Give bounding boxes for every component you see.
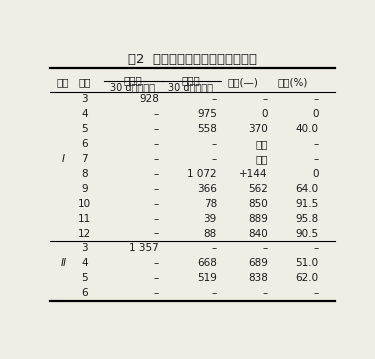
Text: –: –	[153, 229, 159, 238]
Text: 0: 0	[312, 109, 319, 119]
Text: –: –	[314, 139, 319, 149]
Text: 519: 519	[197, 273, 217, 283]
Text: 10: 10	[78, 199, 91, 209]
Text: 设灯后: 设灯后	[182, 75, 200, 85]
Text: –: –	[314, 288, 319, 298]
Text: 558: 558	[197, 124, 217, 134]
Text: +144: +144	[239, 169, 268, 179]
Text: 12: 12	[78, 229, 91, 238]
Text: 3: 3	[81, 243, 88, 253]
Text: 850: 850	[248, 199, 268, 209]
Text: 下降(%): 下降(%)	[277, 78, 308, 88]
Text: 975: 975	[197, 109, 217, 119]
Text: –: –	[211, 139, 217, 149]
Text: 40.0: 40.0	[296, 124, 319, 134]
Text: –: –	[262, 243, 268, 253]
Text: 设灯前: 设灯前	[123, 75, 142, 85]
Text: –: –	[153, 273, 159, 283]
Text: –: –	[153, 214, 159, 224]
Text: –: –	[153, 199, 159, 209]
Text: 月份: 月份	[78, 78, 91, 88]
Text: –: –	[211, 243, 217, 253]
Text: 88: 88	[204, 229, 217, 238]
Text: 0: 0	[312, 169, 319, 179]
Text: –: –	[314, 154, 319, 164]
Text: 表2  黑光灯诱杀成虫对比试验调查: 表2 黑光灯诱杀成虫对比试验调查	[128, 53, 256, 66]
Text: –: –	[153, 154, 159, 164]
Text: 6: 6	[81, 288, 88, 298]
Text: 4: 4	[81, 109, 88, 119]
Text: 1 357: 1 357	[129, 243, 159, 253]
Text: 62.0: 62.0	[296, 273, 319, 283]
Text: Ⅱ: Ⅱ	[60, 258, 65, 269]
Text: 8: 8	[81, 169, 88, 179]
Text: –: –	[153, 169, 159, 179]
Text: –: –	[211, 154, 217, 164]
Text: 1 072: 1 072	[187, 169, 217, 179]
Text: 7: 7	[81, 154, 88, 164]
Text: 668: 668	[197, 258, 217, 269]
Text: –: –	[153, 258, 159, 269]
Text: 4: 4	[81, 258, 88, 269]
Text: 39: 39	[204, 214, 217, 224]
Text: 366: 366	[197, 184, 217, 194]
Text: –: –	[153, 109, 159, 119]
Text: –: –	[153, 184, 159, 194]
Text: 51.0: 51.0	[296, 258, 319, 269]
Text: –: –	[262, 94, 268, 104]
Text: 95.8: 95.8	[296, 214, 319, 224]
Text: 928: 928	[139, 94, 159, 104]
Text: 停灯: 停灯	[255, 154, 268, 164]
Text: 838: 838	[248, 273, 268, 283]
Text: 重复: 重复	[57, 78, 69, 88]
Text: 5: 5	[81, 124, 88, 134]
Text: 6: 6	[81, 139, 88, 149]
Text: Ⅰ: Ⅰ	[62, 154, 64, 164]
Text: –: –	[314, 243, 319, 253]
Text: –: –	[211, 288, 217, 298]
Text: 889: 889	[248, 214, 268, 224]
Text: –: –	[153, 124, 159, 134]
Text: 5: 5	[81, 273, 88, 283]
Text: 对比(—): 对比(—)	[228, 78, 258, 88]
Text: 562: 562	[248, 184, 268, 194]
Text: 30 d诱杀数量: 30 d诱杀数量	[110, 82, 155, 92]
Text: –: –	[153, 288, 159, 298]
Text: 9: 9	[81, 184, 88, 194]
Text: –: –	[314, 94, 319, 104]
Text: 689: 689	[248, 258, 268, 269]
Text: 91.5: 91.5	[296, 199, 319, 209]
Text: 0: 0	[261, 109, 268, 119]
Text: 840: 840	[248, 229, 268, 238]
Text: 停灯: 停灯	[255, 139, 268, 149]
Text: –: –	[211, 94, 217, 104]
Text: 90.5: 90.5	[296, 229, 319, 238]
Text: –: –	[262, 288, 268, 298]
Text: 30 d诱杀数量: 30 d诱杀数量	[168, 82, 213, 92]
Text: 11: 11	[78, 214, 91, 224]
Text: 3: 3	[81, 94, 88, 104]
Text: 78: 78	[204, 199, 217, 209]
Text: 64.0: 64.0	[296, 184, 319, 194]
Text: –: –	[153, 139, 159, 149]
Text: 370: 370	[248, 124, 268, 134]
